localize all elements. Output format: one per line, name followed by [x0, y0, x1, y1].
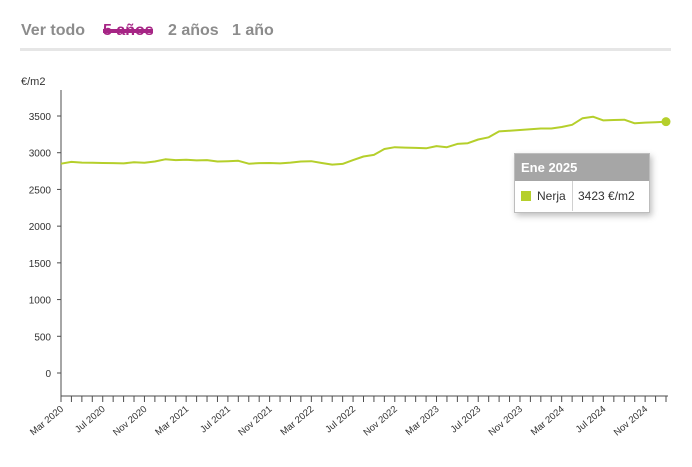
- y-tick-label: 3000: [29, 149, 52, 160]
- y-axis-label: €/m2: [21, 76, 45, 88]
- highlight-point[interactable]: [661, 117, 671, 127]
- x-tick-label: Mar 2021: [153, 404, 191, 438]
- y-tick-label: 1000: [29, 296, 52, 307]
- tab-ver-todo[interactable]: Ver todo: [21, 22, 86, 39]
- x-tick-label: Jul 2022: [323, 404, 358, 436]
- y-tick-label: 0: [45, 369, 51, 380]
- tab-1-ano[interactable]: 1 año: [232, 22, 274, 39]
- tooltip-series-name: Nerja: [537, 189, 566, 203]
- x-tick-label: Jul 2023: [449, 404, 484, 436]
- y-tick-label: 500: [34, 332, 51, 343]
- y-tick-label: 3500: [29, 112, 52, 123]
- tooltip-series: Nerja: [515, 181, 573, 211]
- series-line-nerja: [60, 115, 667, 166]
- x-tick-label: Jul 2024: [574, 404, 609, 436]
- active-tab-indicator: [103, 29, 153, 33]
- tooltip-date: Ene 2025: [515, 154, 649, 181]
- x-tick-label: Mar 2023: [404, 404, 442, 438]
- y-tick-label: 2000: [29, 222, 52, 233]
- y-tick-label: 1500: [29, 259, 52, 270]
- y-tick-label: 2500: [29, 185, 52, 196]
- tooltip-row: Nerja 3423 €/m2: [515, 181, 649, 211]
- x-tick-label: Mar 2020: [28, 404, 66, 438]
- x-tick-label: Jul 2020: [73, 404, 108, 436]
- x-tick-label: Nov 2021: [236, 404, 274, 439]
- tooltip-value: 3423 €/m2: [578, 189, 635, 203]
- x-tick-label: Nov 2022: [361, 404, 399, 439]
- series-swatch-icon: [521, 191, 531, 201]
- x-tick-label: Nov 2024: [612, 404, 650, 439]
- x-tick-label: Jul 2021: [198, 404, 233, 436]
- chart-tooltip: Ene 2025 Nerja 3423 €/m2: [514, 153, 650, 213]
- x-tick-label: Mar 2024: [529, 404, 567, 438]
- x-tick-label: Mar 2022: [278, 404, 316, 438]
- x-tick-label: Nov 2020: [111, 404, 149, 439]
- x-tick-label: Nov 2023: [487, 404, 525, 439]
- tab-2-anos[interactable]: 2 años: [168, 22, 219, 39]
